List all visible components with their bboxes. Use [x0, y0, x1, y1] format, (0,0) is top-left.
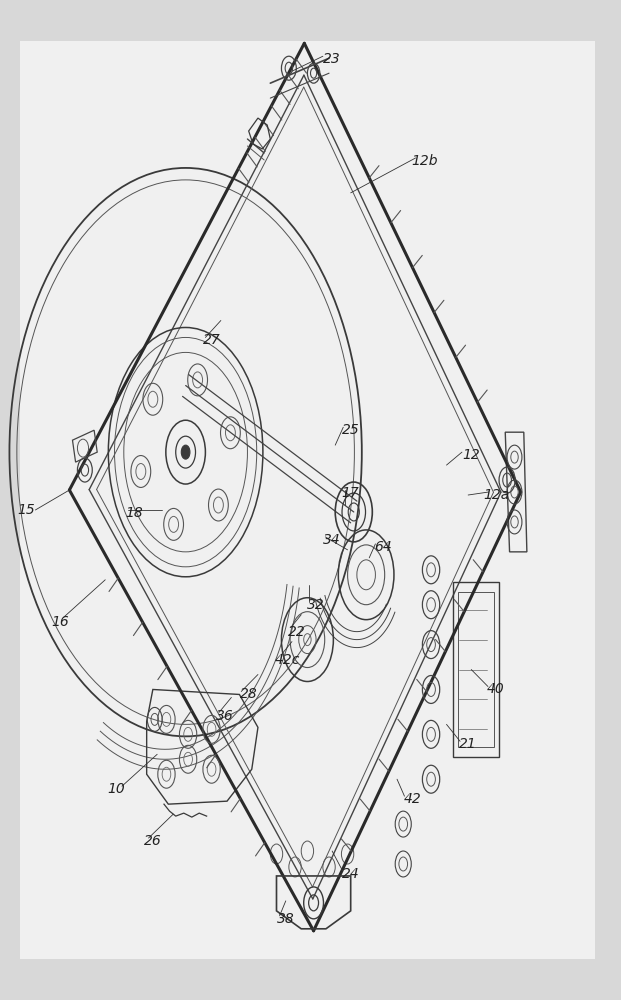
Text: 28: 28 [240, 687, 258, 701]
Text: 38: 38 [277, 912, 294, 926]
Text: 36: 36 [216, 709, 234, 723]
Text: 12a: 12a [483, 488, 509, 502]
Text: 25: 25 [342, 423, 360, 437]
Text: 24: 24 [342, 867, 360, 881]
Text: 10: 10 [107, 782, 125, 796]
Text: 16: 16 [52, 615, 69, 629]
Text: 42c: 42c [275, 653, 301, 667]
Bar [453, 582, 499, 757]
Text: 27: 27 [202, 333, 220, 347]
Text: 32: 32 [307, 598, 324, 612]
Text: 12: 12 [463, 448, 480, 462]
Text: 34: 34 [323, 533, 340, 547]
Text: 17: 17 [342, 486, 360, 500]
Text: 64: 64 [374, 540, 392, 554]
Bar [458, 592, 494, 747]
Text: 40: 40 [487, 682, 505, 696]
Text: 12b: 12b [412, 154, 438, 168]
Text: 23: 23 [324, 52, 341, 66]
Text: 21: 21 [460, 737, 477, 751]
Text: 26: 26 [144, 834, 161, 848]
Text: 15: 15 [17, 503, 35, 517]
Text: 42: 42 [404, 792, 422, 806]
Circle shape [181, 445, 190, 459]
Text: 18: 18 [125, 506, 143, 520]
Text: 22: 22 [288, 625, 306, 639]
